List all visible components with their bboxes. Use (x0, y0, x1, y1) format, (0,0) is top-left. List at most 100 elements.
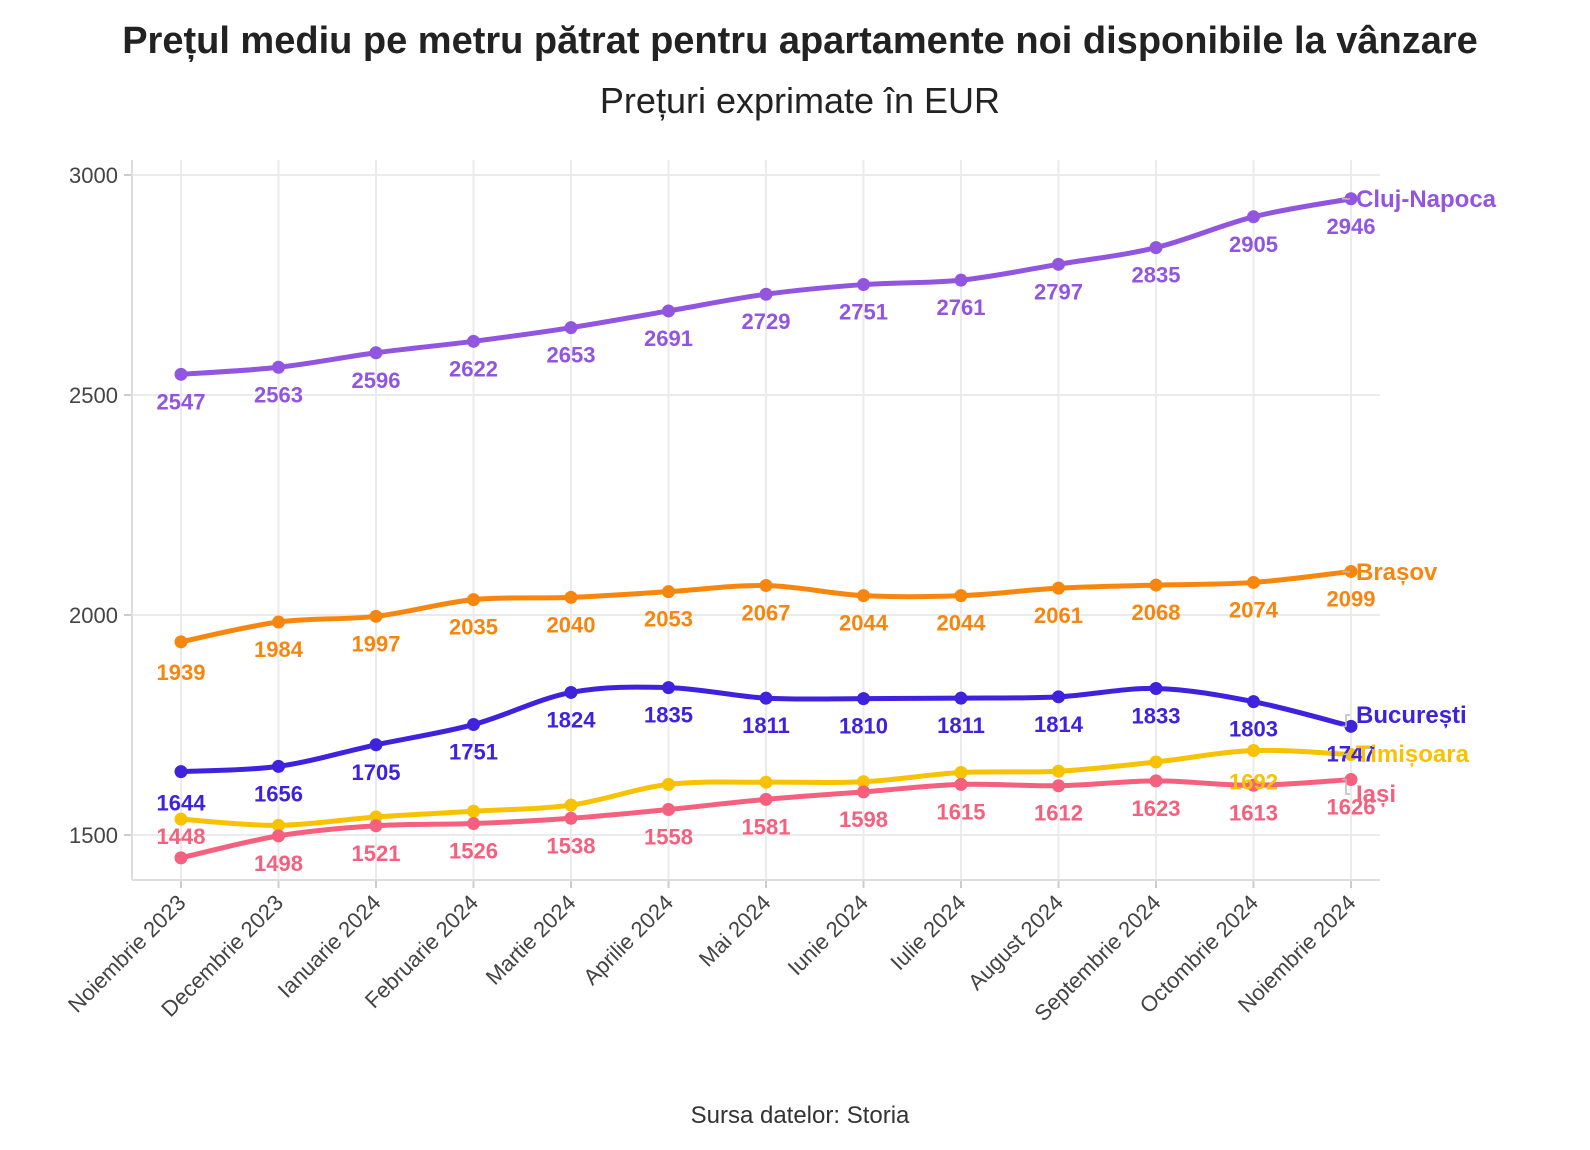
data-label: 2622 (449, 356, 498, 381)
data-point (1247, 210, 1260, 224)
data-point (467, 817, 480, 831)
data-label: 1835 (644, 703, 693, 728)
data-label: 1814 (1034, 712, 1084, 737)
data-point (1052, 690, 1065, 704)
data-point (1149, 755, 1163, 769)
data-label: 1448 (157, 824, 206, 849)
data-point (759, 691, 773, 705)
data-point (759, 792, 773, 806)
series-name-label: Cluj-Napoca (1356, 186, 1497, 213)
data-label: 1833 (1132, 703, 1181, 728)
data-point (1344, 747, 1358, 761)
data-label: 1984 (254, 637, 304, 662)
data-point (954, 777, 968, 791)
data-point (369, 738, 383, 752)
data-point (759, 579, 773, 593)
data-point (1052, 257, 1065, 271)
data-point (759, 287, 773, 301)
data-point (1344, 719, 1358, 733)
data-point (174, 812, 188, 826)
source-caption: Sursa datelor: Storia (690, 1102, 910, 1129)
data-point (272, 829, 285, 843)
data-point (564, 321, 578, 335)
data-label: 2099 (1327, 586, 1376, 611)
data-point (174, 367, 188, 381)
data-label: 2040 (547, 612, 596, 637)
data-label: 1644 (157, 791, 207, 816)
data-point (954, 273, 968, 287)
data-point (467, 804, 480, 818)
y-tick-label: 2500 (69, 383, 118, 408)
data-label: 1521 (352, 841, 401, 866)
data-point (564, 798, 578, 812)
data-point (857, 775, 870, 789)
data-point (1247, 778, 1260, 792)
data-point (272, 818, 285, 832)
data-labels: 2547 2563 2596 2622 2653 2691 2729 2751 2761 2797… (157, 186, 1497, 876)
data-label: 2547 (157, 389, 206, 414)
series-name-label: București (1356, 702, 1467, 729)
data-point (272, 360, 285, 374)
series-lines (174, 192, 1358, 865)
data-label: 2797 (1034, 279, 1083, 304)
data-label: 2053 (644, 607, 693, 632)
data-point (1149, 578, 1163, 592)
data-point (662, 777, 675, 791)
x-tick-label: Iulie 2024 (885, 890, 970, 975)
series-name-label: Brașov (1356, 559, 1438, 586)
data-point (1149, 241, 1163, 255)
data-point (1149, 774, 1163, 788)
series-name-leader (1342, 570, 1350, 573)
x-tick-label: Aprilie 2024 (578, 890, 678, 990)
data-point (662, 681, 675, 695)
data-label: 1598 (839, 807, 888, 832)
data-label: 2035 (449, 615, 498, 640)
series-name-label: Timișoara (1356, 741, 1470, 768)
data-label: 1626 (1327, 795, 1376, 820)
data-point (1149, 681, 1163, 695)
data-label: 1692 (1229, 770, 1278, 795)
data-point (954, 691, 968, 705)
data-point (662, 802, 675, 816)
data-label: 1997 (352, 631, 401, 656)
data-point (857, 589, 870, 603)
chart-title: Prețul mediu pe metru pătrat pentru apar… (122, 20, 1478, 62)
data-label: 1613 (1229, 800, 1278, 825)
data-label: 2691 (644, 326, 693, 351)
data-point (662, 585, 675, 599)
data-label: 1747 (1327, 741, 1376, 766)
data-point (174, 765, 188, 779)
data-point (272, 759, 285, 773)
data-point (1247, 744, 1260, 758)
data-label: 2761 (937, 295, 986, 320)
data-point (564, 590, 578, 604)
data-label: 1526 (449, 839, 498, 864)
y-tick-label: 1500 (69, 823, 118, 848)
data-point (1052, 764, 1065, 778)
data-label: 2067 (742, 601, 791, 626)
data-point (1247, 575, 1260, 589)
data-point (1344, 773, 1358, 787)
data-point (174, 851, 188, 865)
data-point (369, 819, 383, 833)
data-label: 2563 (254, 382, 303, 407)
x-tick-label: August 2024 (963, 890, 1068, 995)
data-label: 1623 (1132, 796, 1181, 821)
data-point (662, 304, 675, 318)
data-label: 1810 (839, 714, 888, 739)
data-point (954, 766, 968, 780)
data-label: 2946 (1327, 214, 1376, 239)
y-tick-label: 3000 (69, 163, 118, 188)
data-point (1247, 695, 1260, 709)
data-label: 2905 (1229, 232, 1278, 257)
data-point (369, 346, 383, 360)
data-point (467, 334, 480, 348)
data-label: 2596 (352, 368, 401, 393)
data-label: 1612 (1034, 801, 1083, 826)
data-label: 2061 (1034, 603, 1083, 628)
x-tick-label: Mai 2024 (694, 890, 776, 972)
data-label: 1824 (547, 707, 597, 732)
series-name-leader (1342, 778, 1350, 795)
